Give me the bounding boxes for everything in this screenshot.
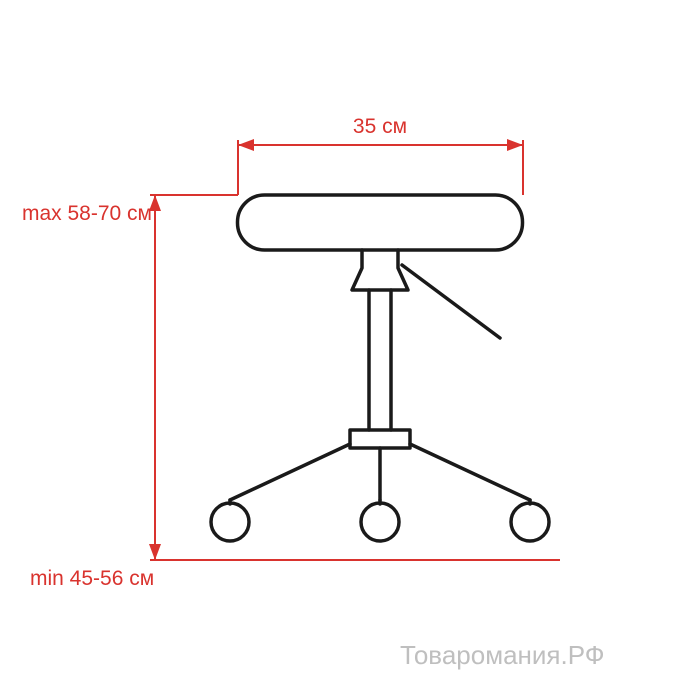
caster-wheel [211,503,249,541]
stool-outline [211,195,549,541]
dim-width-label: 35 см [353,115,407,138]
seat-bracket [352,250,408,290]
caster-wheel [511,503,549,541]
gas-column [369,290,391,430]
dim-min-label: min 45-56 см [30,567,154,590]
caster-wheel [361,503,399,541]
dim-max-height: max 58-70 см min 45-56 см [22,195,560,590]
height-lever [402,265,500,338]
seat [238,195,523,250]
dim-max-label: max 58-70 см [22,202,152,225]
dim-width: 35 см [238,115,523,195]
casters [211,503,549,541]
stool-diagram: 35 см max 58-70 см min 45-56 см [0,0,700,700]
base-plate [350,430,410,448]
watermark: Товаромания.РФ [400,640,605,671]
base-legs [230,444,530,504]
